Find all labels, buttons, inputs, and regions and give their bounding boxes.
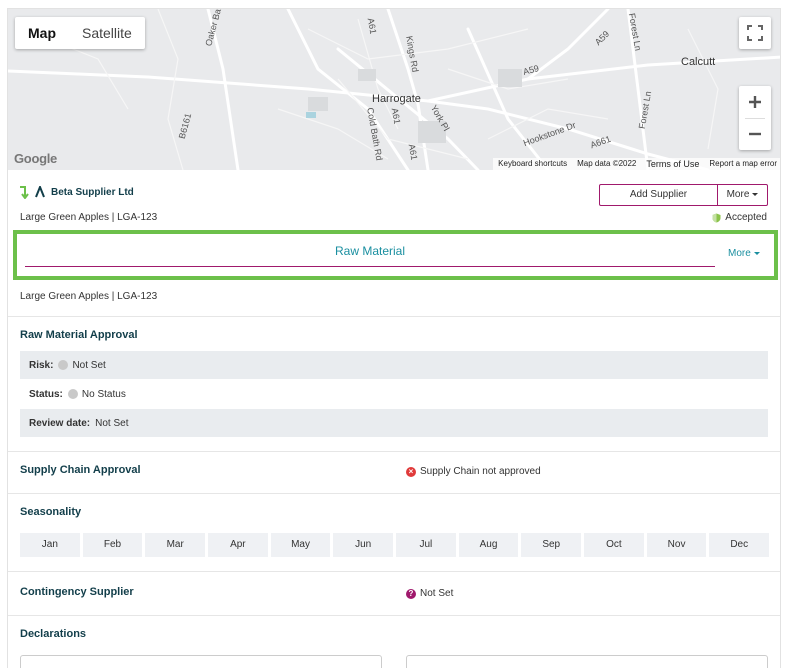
supplier-header: Beta Supplier Ltd [19,185,134,199]
risk-value: Not Set [72,359,106,371]
shield-icon [712,213,721,222]
map-label-calcutt: Calcutt [681,56,716,68]
zoom-out-button[interactable] [739,118,771,150]
plus-icon [749,96,761,108]
minus-icon [749,132,761,136]
tab-bar-highlight: Raw Material More [13,230,778,280]
month-jul[interactable]: Jul [396,533,456,557]
month-oct[interactable]: Oct [584,533,644,557]
review-date-value: Not Set [95,417,129,429]
green-arrow-icon [20,186,29,199]
supplier-more-label: More [726,189,750,200]
map-data-text: Map data ©2022 [577,159,637,168]
contingency-status: ? Not Set [406,588,453,599]
zoom-divider [745,118,765,119]
supply-chain-status-label: Supply Chain not approved [420,466,541,477]
map-type-map-button[interactable]: Map [28,25,56,41]
question-circle-icon: ? [406,588,416,599]
seasonality-title: Seasonality [20,506,82,518]
divider [8,571,780,572]
supplier-more-button[interactable]: More [718,185,767,205]
contingency-supplier-title: Contingency Supplier [20,586,134,598]
divider [8,493,780,494]
terms-of-use-link[interactable]: Terms of Use [646,159,700,169]
month-jan[interactable]: Jan [20,533,80,557]
divider [8,451,780,452]
map-label-harrogate: Harrogate [372,93,421,105]
month-nov[interactable]: Nov [646,533,707,557]
risk-row: Risk: Not Set [20,351,768,379]
accepted-label: Accepted [725,212,767,223]
zoom-control [739,86,771,150]
month-aug[interactable]: Aug [458,533,519,557]
declarations-title: Declarations [20,628,87,640]
add-supplier-button[interactable]: Add Supplier [600,185,718,205]
review-date-row: Review date: Not Set [20,409,768,437]
status-key: Status: [29,388,63,400]
status-row: Status: No Status [20,380,768,408]
month-feb[interactable]: Feb [82,533,143,557]
raw-material-approval-title: Raw Material Approval [20,329,138,341]
product-line: Large Green Apples | LGA-123 [20,212,158,223]
map-type-control: Map Satellite [15,17,145,49]
chevron-down-icon [753,251,760,255]
tabs-more-label: More [728,248,751,259]
keyboard-shortcuts-link[interactable]: Keyboard shortcuts [498,159,568,168]
supplier-panel: Map Satellite Harrogate Calcutt A61 A59 … [7,8,781,668]
supply-chain-status: × Supply Chain not approved [406,466,541,477]
review-date-key: Review date: [29,417,91,429]
month-dec[interactable]: Dec [709,533,770,557]
zoom-in-button[interactable] [739,86,771,118]
google-logo: Google [14,151,57,166]
x-circle-icon: × [406,466,416,477]
fullscreen-icon [747,25,763,41]
supplier-logo-icon [35,186,45,198]
month-mar[interactable]: Mar [145,533,206,557]
month-jun[interactable]: Jun [333,533,394,557]
add-supplier-split-button: Add Supplier More [599,184,768,206]
month-may[interactable]: May [270,533,331,557]
seasonality-months: Jan Feb Mar Apr May Jun Jul Aug Sep Oct … [20,533,770,557]
product-line-secondary: Large Green Apples | LGA-123 [20,291,158,302]
risk-key: Risk: [29,359,54,371]
report-map-error-link[interactable]: Report a map error [709,159,777,168]
tabs-more-button[interactable]: More [728,248,760,259]
divider [8,316,780,317]
fullscreen-button[interactable] [739,17,771,49]
month-apr[interactable]: Apr [208,533,268,557]
map-attribution: Keyboard shortcuts Map data ©2022 Terms … [493,158,780,170]
supplier-name[interactable]: Beta Supplier Ltd [51,186,134,198]
contingency-status-label: Not Set [420,588,454,599]
map-roads [8,9,780,170]
month-sep[interactable]: Sep [521,533,582,557]
chevron-down-icon [752,192,759,196]
divider [8,615,780,616]
map-type-satellite-button[interactable]: Satellite [82,25,132,41]
map-view[interactable]: Map Satellite Harrogate Calcutt A61 A59 … [8,9,780,170]
risk-status-dot [58,360,69,370]
supply-chain-approval-title: Supply Chain Approval [20,464,141,476]
status-value: No Status [81,388,126,400]
accepted-status: Accepted [712,212,767,223]
tab-raw-material[interactable]: Raw Material [25,239,715,267]
status-dot [67,389,78,399]
